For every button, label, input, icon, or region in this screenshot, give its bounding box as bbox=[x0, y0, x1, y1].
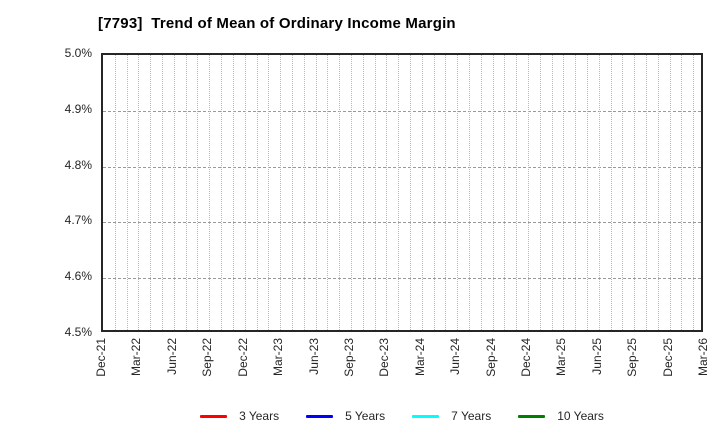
v-gridline bbox=[339, 55, 341, 330]
v-gridline bbox=[468, 55, 470, 330]
legend-label: 3 Years bbox=[239, 409, 280, 423]
h-gridline bbox=[103, 110, 701, 112]
v-gridline bbox=[492, 55, 494, 330]
v-gridline bbox=[610, 55, 612, 330]
x-tick-label: Mar-24 bbox=[412, 338, 427, 377]
v-gridline bbox=[563, 55, 565, 330]
legend-line-swatch bbox=[200, 414, 228, 418]
chart-title: [7793] Trend of Mean of Ordinary Income … bbox=[98, 15, 456, 32]
legend-label: 10 Years bbox=[557, 409, 604, 423]
x-tick-label: Jun-22 bbox=[164, 338, 179, 375]
legend-item: 5 Years bbox=[306, 409, 385, 423]
v-gridline bbox=[150, 55, 152, 330]
x-tick-label: Dec-24 bbox=[518, 338, 533, 377]
v-gridline bbox=[646, 55, 647, 330]
v-gridline bbox=[185, 55, 187, 330]
v-gridline bbox=[657, 55, 659, 330]
v-gridline bbox=[516, 55, 518, 330]
legend-item: 3 Years bbox=[200, 409, 279, 423]
legend-label: 5 Years bbox=[345, 409, 386, 423]
legend-item: 7 Years bbox=[412, 409, 491, 423]
v-gridline bbox=[634, 55, 636, 330]
v-gridline bbox=[291, 55, 293, 330]
x-tick-label: Mar-23 bbox=[271, 338, 286, 377]
v-gridline bbox=[587, 55, 588, 330]
v-gridline bbox=[504, 55, 506, 330]
v-gridline bbox=[445, 55, 447, 330]
v-gridline bbox=[480, 55, 482, 330]
v-gridline bbox=[575, 55, 577, 330]
legend-item: 10 Years bbox=[518, 409, 604, 423]
v-gridline bbox=[221, 55, 222, 330]
v-gridline bbox=[350, 55, 352, 330]
legend-line-swatch bbox=[306, 414, 334, 418]
v-gridline bbox=[315, 55, 317, 330]
x-tick-label: Mar-25 bbox=[554, 338, 569, 377]
v-gridline bbox=[681, 55, 683, 330]
v-gridline bbox=[303, 55, 305, 330]
x-tick-label: Dec-25 bbox=[660, 338, 675, 377]
y-tick-label: 5.0% bbox=[64, 46, 92, 60]
x-tick-label: Mar-26 bbox=[696, 338, 710, 377]
v-gridline bbox=[398, 55, 400, 330]
v-gridline bbox=[386, 55, 388, 330]
x-tick-label: Sep-22 bbox=[200, 338, 215, 377]
legend-line-swatch bbox=[518, 414, 546, 418]
v-gridline bbox=[162, 55, 163, 330]
x-tick-label: Sep-23 bbox=[341, 338, 356, 377]
legend: 3 Years 5 Years 7 Years 10 Years bbox=[101, 406, 703, 426]
v-gridline bbox=[598, 55, 600, 330]
h-gridline bbox=[103, 166, 701, 168]
v-gridline bbox=[421, 55, 423, 330]
y-tick-label: 4.7% bbox=[64, 213, 92, 228]
x-tick-label: Mar-22 bbox=[129, 338, 144, 377]
x-tick-label: Dec-22 bbox=[235, 338, 250, 377]
v-gridline bbox=[280, 55, 282, 330]
x-tick-label: Jun-23 bbox=[306, 338, 321, 375]
y-tick-label: 4.6% bbox=[64, 269, 92, 284]
legend-line-swatch bbox=[412, 414, 440, 418]
v-gridline bbox=[232, 55, 234, 330]
y-tick-label: 4.5% bbox=[64, 325, 92, 339]
x-tick-label: Jun-24 bbox=[448, 338, 463, 375]
v-gridline bbox=[209, 55, 211, 330]
v-gridline bbox=[539, 55, 541, 330]
x-tick-label: Dec-23 bbox=[377, 338, 392, 377]
h-gridline bbox=[103, 222, 701, 224]
v-gridline bbox=[244, 55, 246, 330]
plot-area bbox=[101, 53, 703, 332]
v-gridline bbox=[374, 55, 376, 330]
y-tick-label: 4.9% bbox=[64, 101, 92, 116]
v-gridline bbox=[138, 55, 140, 330]
v-gridline bbox=[114, 55, 116, 330]
x-tick-label: Sep-24 bbox=[483, 338, 498, 377]
v-gridline bbox=[327, 55, 329, 330]
v-gridline bbox=[527, 55, 529, 330]
v-gridline bbox=[409, 55, 411, 330]
x-tick-label: Dec-21 bbox=[94, 338, 108, 377]
v-gridline bbox=[693, 55, 695, 330]
v-gridline bbox=[433, 55, 435, 330]
v-gridline bbox=[256, 55, 258, 330]
v-gridline bbox=[622, 55, 624, 330]
y-tick-label: 4.8% bbox=[64, 157, 92, 172]
v-gridline bbox=[551, 55, 553, 330]
legend-label: 7 Years bbox=[451, 409, 492, 423]
x-tick-label: Sep-25 bbox=[625, 338, 640, 377]
v-gridline bbox=[268, 55, 270, 330]
x-tick-label: Jun-25 bbox=[589, 338, 604, 375]
v-gridline bbox=[197, 55, 199, 330]
h-gridline bbox=[103, 278, 701, 280]
v-gridline bbox=[173, 55, 175, 330]
v-gridline bbox=[362, 55, 364, 330]
v-gridline bbox=[126, 55, 128, 330]
v-gridline bbox=[457, 55, 459, 330]
v-gridline bbox=[669, 55, 671, 330]
